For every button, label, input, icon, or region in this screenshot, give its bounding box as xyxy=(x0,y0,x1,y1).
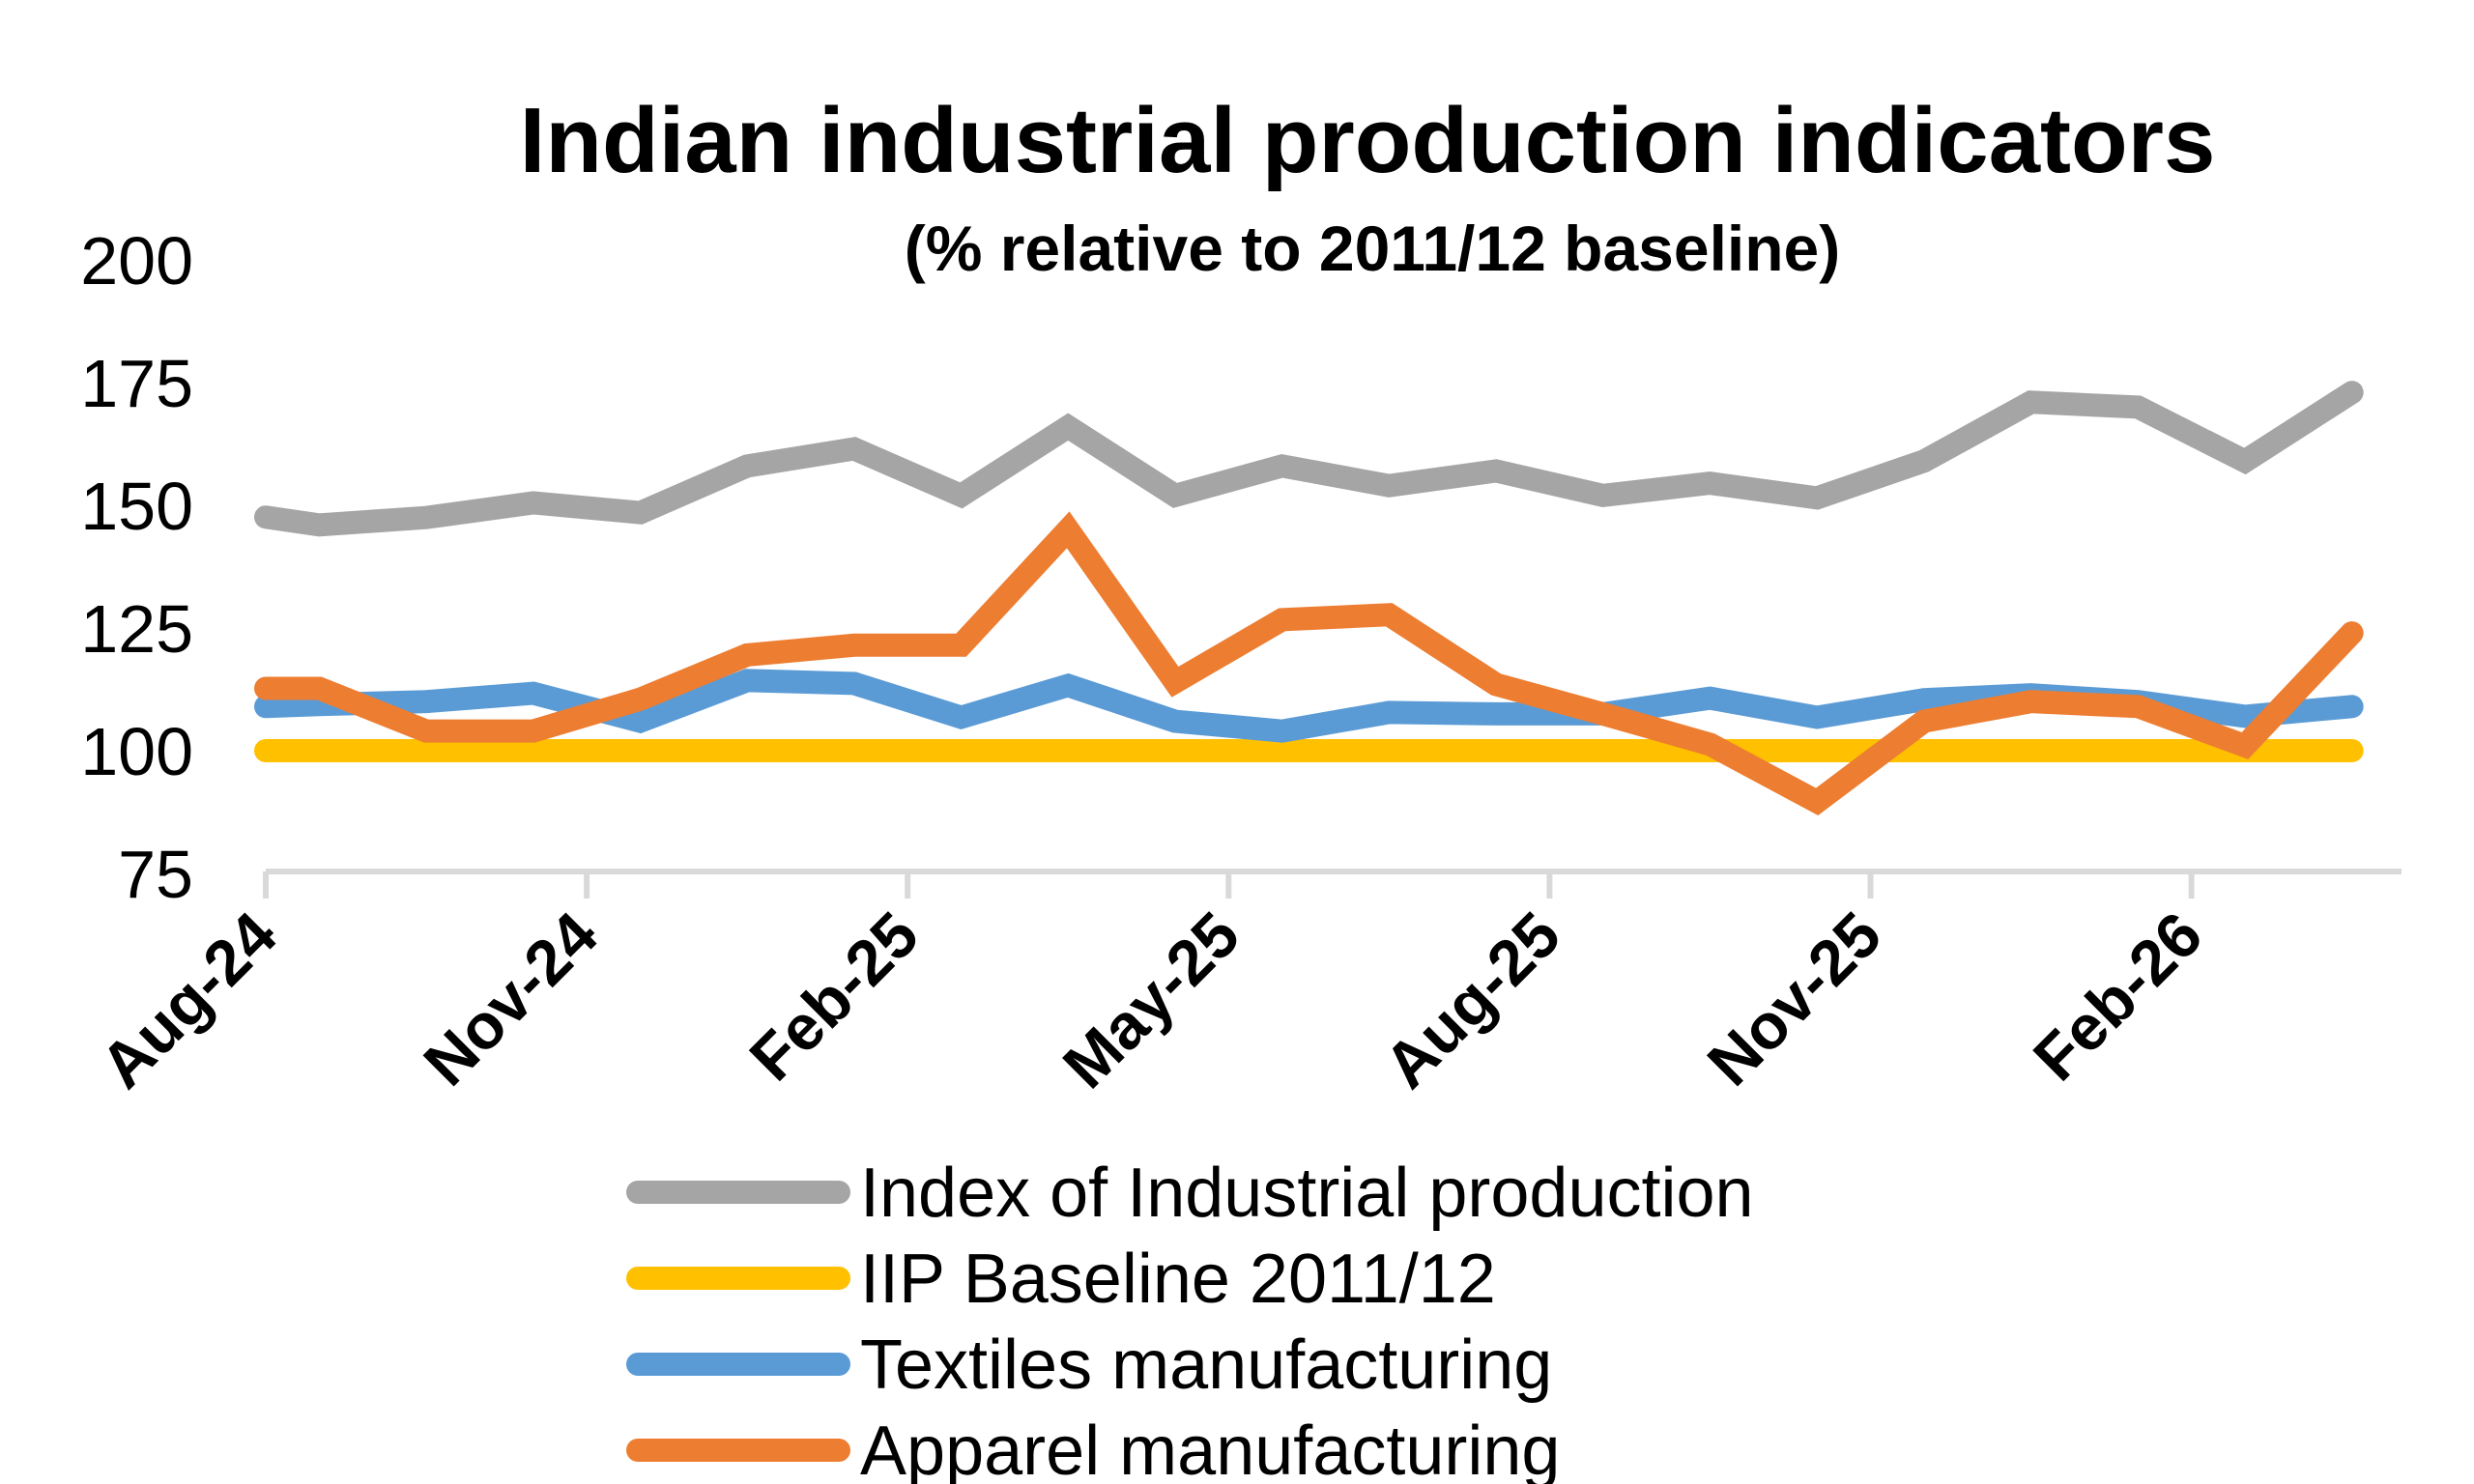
legend-label: Textiles manufacturing xyxy=(860,1327,1552,1404)
y-tick-label: 175 xyxy=(80,346,193,421)
x-axis: Aug-24 Nov-24 Feb-25 May-25 Aug-25 Nov-25 Feb-… xyxy=(86,869,2402,1102)
y-tick-label: 75 xyxy=(118,837,193,912)
x-tick-label: Nov-24 xyxy=(410,898,611,1099)
x-tick-label: Aug-25 xyxy=(1370,899,1573,1101)
series-line-3 xyxy=(254,511,2364,816)
x-tick-label: Feb-26 xyxy=(2020,899,2216,1095)
series-line-0 xyxy=(254,381,2364,537)
chart-subtitle: (% relative to 2011/12 baseline) xyxy=(905,213,1841,284)
x-tick-label: May-25 xyxy=(1050,899,1253,1102)
x-tick-label: Nov-25 xyxy=(1693,899,1894,1099)
x-tick-label: Aug-24 xyxy=(86,898,290,1101)
legend-label: Apparel manufacturing xyxy=(860,1413,1560,1484)
y-tick-label: 150 xyxy=(80,469,193,544)
plot-area xyxy=(254,381,2364,816)
y-tick-label: 100 xyxy=(80,714,193,789)
x-tick-label: Feb-25 xyxy=(735,899,932,1095)
legend-label: Index of Industrial production xyxy=(860,1155,1754,1232)
legend-label: IIP Baseline 2011/12 xyxy=(860,1241,1496,1318)
chart-title: Indian industrial production indicators xyxy=(520,89,2216,192)
y-axis: 75 100 125 150 175 200 xyxy=(80,223,193,912)
legend: Index of Industrial production IIP Baseli… xyxy=(626,1155,1754,1484)
y-tick-label: 125 xyxy=(80,591,193,667)
y-tick-label: 200 xyxy=(80,223,193,299)
